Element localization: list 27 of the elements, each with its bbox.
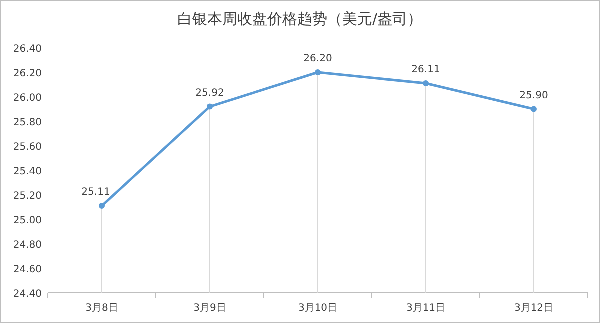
x-tick-label: 3月12日 [514, 303, 554, 314]
data-label: 25.92 [196, 88, 224, 99]
data-label: 25.90 [520, 90, 548, 102]
data-label: 26.20 [304, 54, 332, 64]
x-tick-label: 3月11日 [406, 303, 446, 314]
x-tick-label: 3月9日 [194, 303, 226, 314]
y-tick-label: 25.20 [13, 191, 42, 202]
y-tick-label: 25.80 [13, 118, 42, 128]
point [99, 203, 105, 210]
y-tick-label: 26.40 [13, 44, 42, 55]
chart-title: 白银本周收盘价格趋势（美元/盎司） [177, 10, 423, 28]
point [423, 80, 429, 87]
y-tick-label: 24.40 [13, 289, 42, 300]
x-tick-label: 3月10日 [298, 303, 338, 314]
x-tick-label: 3月8日 [86, 303, 118, 314]
y-tick-label: 25.60 [13, 142, 42, 153]
y-tick-label: 24.60 [13, 264, 42, 276]
y-tick-label: 25.00 [13, 216, 42, 226]
y-tick-label: 26.00 [13, 93, 42, 104]
y-tick-label: 25.40 [13, 166, 42, 178]
point [315, 70, 321, 76]
data-label: 26.11 [412, 64, 440, 76]
point [531, 106, 537, 112]
data-label: 25.11 [82, 187, 110, 198]
y-tick-label: 24.80 [13, 240, 42, 251]
y-tick-label: 26.20 [13, 68, 42, 80]
point [207, 104, 213, 110]
